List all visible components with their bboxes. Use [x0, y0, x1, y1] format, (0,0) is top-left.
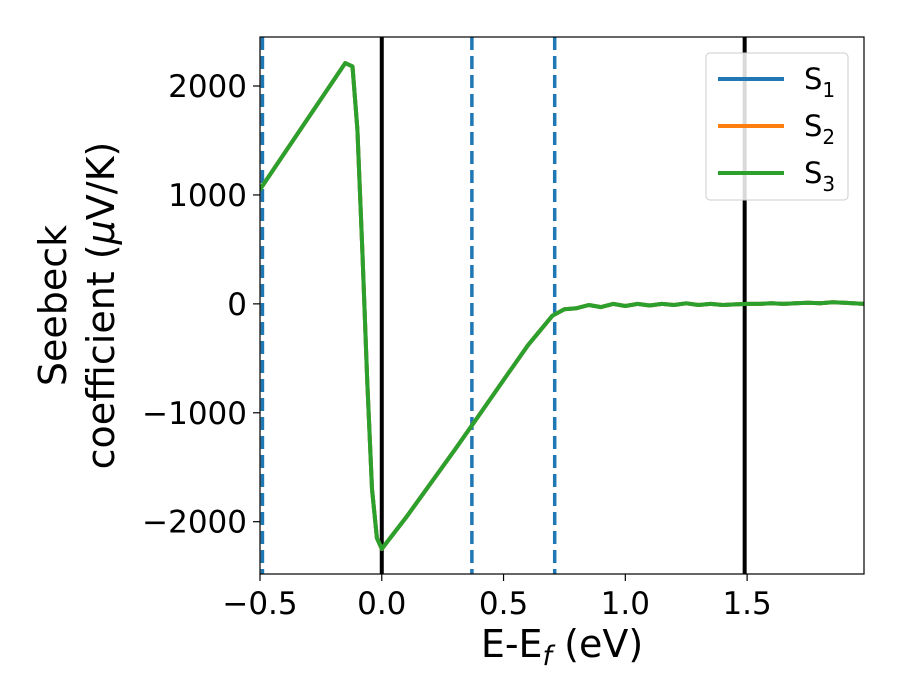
legend-entry-S2: S2	[718, 109, 835, 149]
x-axis-ticks: −0.5 0.0 0.5 1.0 1.5	[222, 574, 772, 622]
y-axis-label: Seebeck coefficient (μV/K)	[31, 142, 123, 470]
legend-entries: S1 S2 S3	[718, 62, 835, 196]
x-tick-label: 0.0	[357, 586, 406, 622]
y-tick-label: 0	[227, 287, 247, 323]
legend-label: S1	[804, 62, 835, 102]
x-tick-label: 1.5	[722, 586, 771, 622]
x-tick-label: −0.5	[222, 586, 297, 622]
x-tick-label: 0.5	[479, 586, 528, 622]
y-tick-label: −2000	[142, 505, 247, 541]
y-axis-label-line2: coefficient (μV/K)	[79, 142, 123, 470]
series-lines	[260, 61, 864, 551]
y-tick-label: −1000	[142, 396, 247, 432]
x-tick-label: 1.0	[601, 586, 650, 622]
y-tick-label: 1000	[168, 178, 247, 214]
legend-entry-S3: S3	[718, 156, 835, 196]
legend-label: S2	[804, 109, 835, 149]
legend-entry-S1: S1	[718, 62, 835, 102]
y-axis-ticks: 2000 1000 0 −1000 −2000	[142, 69, 260, 541]
y-axis-label-line1: Seebeck	[31, 225, 75, 386]
series-line-S3	[260, 61, 864, 551]
legend: S1 S2 S3	[705, 52, 849, 201]
legend-label: S3	[804, 156, 835, 196]
plot-frame	[259, 36, 865, 575]
x-axis-label: E-Ef (eV)	[481, 622, 643, 672]
y-tick-label: 2000	[168, 69, 247, 105]
